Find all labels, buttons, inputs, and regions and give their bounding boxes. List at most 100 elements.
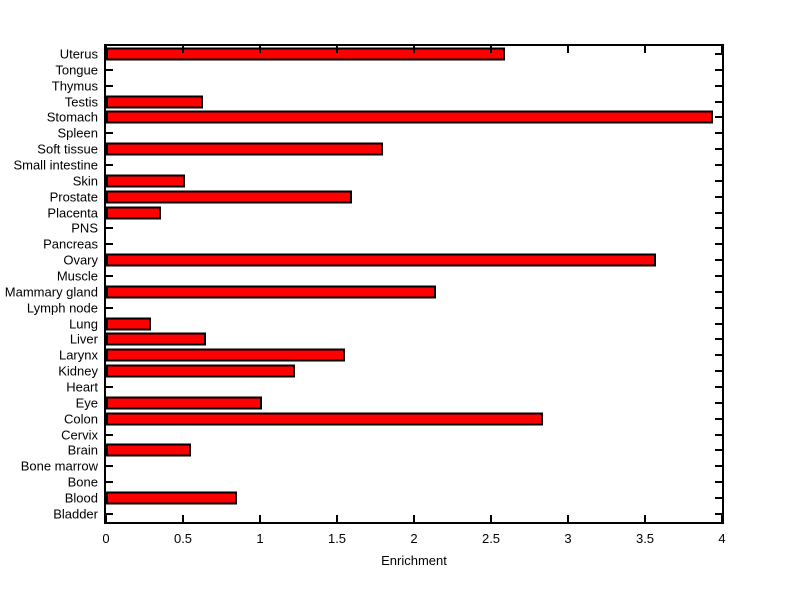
- chart-row: Thymus: [52, 78, 722, 94]
- chart-row: Bone: [68, 474, 722, 490]
- chart-row: Stomach: [47, 109, 722, 125]
- category-label: Colon: [64, 411, 98, 427]
- x-tick-label: 0: [102, 531, 110, 546]
- x-tick-top: [721, 46, 723, 53]
- chart-row: Brain: [68, 442, 722, 458]
- bar: [106, 285, 436, 299]
- y-tick-right: [715, 401, 722, 404]
- category-label: Skin: [72, 173, 98, 189]
- y-tick-right: [715, 449, 722, 452]
- y-tick-left: [106, 274, 113, 277]
- category-label: Pancreas: [43, 236, 98, 252]
- category-label: Cervix: [61, 427, 98, 443]
- x-tick-top: [644, 46, 646, 53]
- category-label: Soft tissue: [37, 141, 98, 157]
- x-tick-labels: 0 0.5 1 1.5 2 2.5 3 3.5 4: [102, 531, 725, 547]
- y-tick-right: [715, 433, 722, 436]
- y-tick-right: [715, 338, 722, 341]
- chart-row: Soft tissue: [37, 141, 722, 157]
- x-tick-bottom: [721, 515, 723, 522]
- x-tick-bottom: [567, 515, 569, 522]
- y-tick-right: [715, 354, 722, 357]
- bar: [106, 142, 384, 156]
- category-label: Testis: [64, 94, 98, 109]
- y-tick-right: [715, 84, 722, 87]
- category-label: Spleen: [57, 125, 98, 141]
- bar: [106, 348, 345, 362]
- bar: [106, 253, 656, 267]
- y-tick-left: [106, 163, 113, 166]
- x-tick-top: [259, 46, 261, 53]
- chart-row: Larynx: [59, 347, 722, 363]
- x-tick-top: [105, 46, 107, 53]
- y-tick-left: [106, 243, 113, 246]
- x-tick-bottom: [259, 515, 261, 522]
- y-tick-right: [715, 132, 722, 135]
- y-tick-right: [715, 322, 722, 325]
- y-tick-right: [715, 163, 722, 166]
- x-tick-label: 1: [256, 531, 264, 546]
- y-tick-right: [715, 148, 722, 151]
- x-tick-top: [336, 46, 338, 53]
- chart-row: Lymph node: [27, 300, 722, 316]
- chart-row: Eye: [76, 395, 722, 411]
- bar: [106, 364, 296, 378]
- category-label: Uterus: [59, 46, 98, 62]
- bar: [106, 174, 185, 188]
- category-label: Heart: [66, 379, 98, 395]
- y-tick-right: [715, 274, 722, 277]
- category-label: PNS: [71, 220, 98, 236]
- chart-row: Skin: [73, 173, 722, 189]
- plot-rows: Uterus Tongue Thymus Testis Stomach Spleen Sof…: [5, 46, 722, 522]
- bar: [106, 190, 353, 204]
- category-label: Prostate: [49, 189, 98, 205]
- y-tick-right: [715, 417, 722, 420]
- x-axis-ticks: [105, 46, 723, 522]
- x-tick-label: 0.5: [173, 531, 193, 546]
- x-tick-label: 2: [410, 531, 418, 546]
- y-tick-right: [715, 496, 722, 499]
- y-tick-right: [715, 481, 722, 484]
- chart-row: Liver: [70, 331, 722, 347]
- category-label: Stomach: [46, 109, 98, 125]
- y-tick-left: [106, 385, 113, 388]
- category-label: Kidney: [58, 363, 98, 379]
- y-tick-left: [106, 465, 113, 468]
- chart-row: Cervix: [61, 427, 722, 443]
- plot-area: Uterus Tongue Thymus Testis Stomach Spleen Sof…: [5, 44, 724, 524]
- chart-row: Muscle: [57, 268, 722, 284]
- chart-row: Uterus: [60, 46, 722, 62]
- chart-row: Heart: [66, 379, 722, 395]
- chart-row: Prostate: [50, 189, 722, 205]
- category-label: Mammary gland: [4, 284, 98, 300]
- y-tick-right: [715, 243, 722, 246]
- bar: [106, 110, 713, 124]
- y-tick-right: [715, 227, 722, 230]
- bar: [106, 95, 204, 108]
- bar: [106, 206, 162, 220]
- category-label: Larynx: [58, 347, 98, 363]
- x-tick-bottom: [644, 515, 646, 522]
- x-tick-top: [413, 46, 415, 53]
- x-tick-bottom: [413, 515, 415, 522]
- chart-row: Placenta: [47, 205, 722, 221]
- chart-row: Bladder: [53, 506, 722, 522]
- y-tick-right: [715, 306, 722, 309]
- x-tick-label: 1.5: [327, 531, 347, 546]
- bar: [106, 332, 207, 346]
- chart-row: Kidney: [58, 363, 722, 379]
- chart-row: Mammary gland: [5, 284, 722, 300]
- category-label: Lung: [69, 316, 98, 332]
- y-tick-right: [715, 370, 722, 373]
- bar: [106, 412, 544, 426]
- category-label: Bladder: [53, 506, 98, 522]
- y-tick-left: [106, 84, 113, 87]
- bar: [106, 47, 505, 61]
- chart-row: Colon: [64, 411, 722, 427]
- chart-row: PNS: [71, 220, 722, 236]
- y-tick-right: [715, 465, 722, 468]
- chart-row: Tongue: [55, 62, 722, 78]
- category-label: Muscle: [56, 268, 98, 284]
- y-tick-right: [715, 116, 722, 119]
